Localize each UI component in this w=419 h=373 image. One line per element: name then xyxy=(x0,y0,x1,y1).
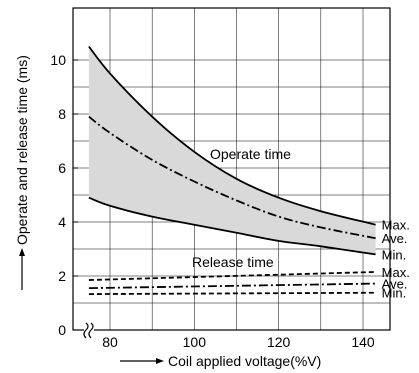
axis-break-mask xyxy=(84,322,94,338)
x-axis-title: Coil applied voltage(%V) xyxy=(120,353,321,369)
y-tick-label: 10 xyxy=(50,52,66,68)
x-tick-label: 100 xyxy=(183,334,207,350)
series-line-operate-time-ave xyxy=(88,115,376,240)
y-axis-arrowhead xyxy=(19,248,25,256)
operate-time-label: Operate time xyxy=(210,146,291,162)
tick-labels: 0 2 4 6 8 10 80 100 120 140 xyxy=(50,52,374,350)
group-labels: Operate time Release time xyxy=(192,146,291,270)
y-tick-label: 6 xyxy=(58,160,66,176)
axis-break-mark xyxy=(83,322,89,339)
axis-break xyxy=(83,322,94,339)
series-end-label: Ave. xyxy=(382,231,408,246)
axis-break-mark xyxy=(88,322,94,339)
series-line-operate-time-max xyxy=(88,45,376,226)
series-line-release-time-ave xyxy=(88,282,376,290)
plot-frame xyxy=(72,7,391,331)
series-end-label: Min. xyxy=(382,286,407,301)
operate-band xyxy=(88,46,376,255)
series-end-label: Max. xyxy=(382,265,410,280)
y-tick-label: 2 xyxy=(58,268,66,284)
y-axis-title: Operate and release time (ms) xyxy=(14,55,30,290)
series-end-label: Min. xyxy=(382,247,407,262)
x-tick-label: 120 xyxy=(267,334,291,350)
series-end-labels: Max.Ave.Min.Max.Ave.Min. xyxy=(382,218,410,301)
plot-border xyxy=(72,7,391,331)
series-end-label: Max. xyxy=(382,218,410,233)
series-line-operate-time-min xyxy=(88,196,376,256)
x-tick-label: 80 xyxy=(102,334,118,350)
y-axis-label: Operate and release time (ms) xyxy=(14,55,30,245)
x-axis-label: Coil applied voltage(%V) xyxy=(168,353,321,369)
series-end-label: Ave. xyxy=(382,277,408,292)
series-line-release-time-min xyxy=(88,291,376,295)
y-tick-label: 4 xyxy=(58,214,66,230)
y-tick-label: 0 xyxy=(58,322,66,338)
y-tick-label: 8 xyxy=(58,106,66,122)
release-time-label: Release time xyxy=(192,254,274,270)
x-tick-label: 140 xyxy=(351,334,375,350)
operate-time-band xyxy=(88,46,376,255)
series-lines xyxy=(88,45,376,295)
x-axis-arrowhead xyxy=(156,358,164,364)
